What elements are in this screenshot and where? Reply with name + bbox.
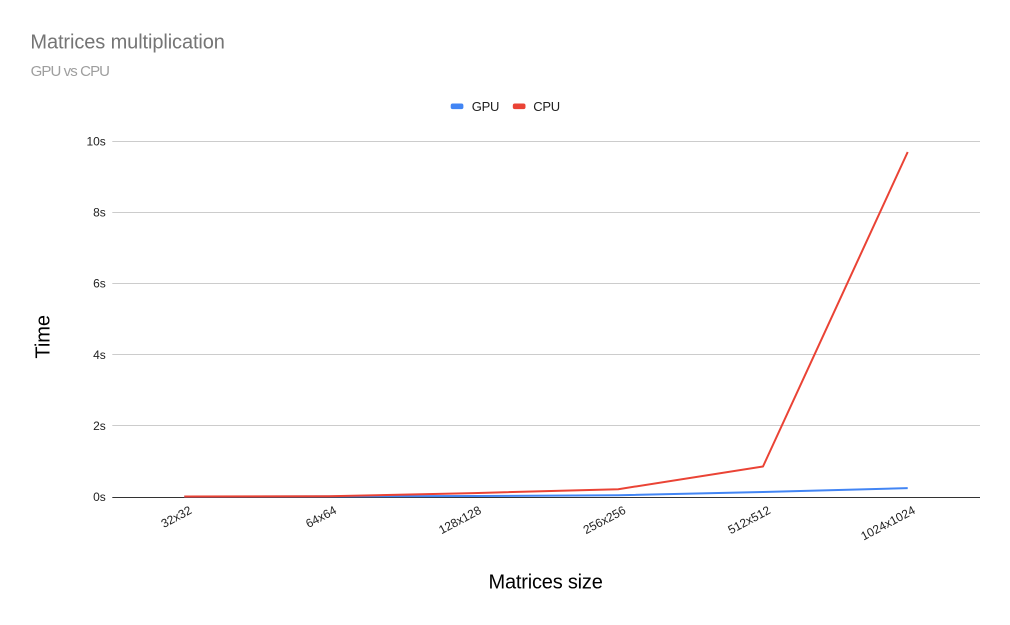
- svg-text:Matrices size: Matrices size: [489, 571, 603, 593]
- svg-text:CPU: CPU: [533, 99, 560, 114]
- svg-text:Matrices multiplication: Matrices multiplication: [30, 31, 224, 53]
- svg-text:8s: 8s: [93, 205, 106, 219]
- svg-text:GPU vs CPU: GPU vs CPU: [31, 63, 110, 80]
- svg-text:10s: 10s: [86, 134, 105, 148]
- svg-text:GPU: GPU: [472, 99, 499, 114]
- svg-text:6s: 6s: [93, 277, 106, 291]
- svg-text:2s: 2s: [93, 419, 106, 433]
- svg-text:Time: Time: [33, 315, 55, 359]
- svg-text:0s: 0s: [93, 490, 106, 504]
- svg-text:4s: 4s: [93, 348, 106, 362]
